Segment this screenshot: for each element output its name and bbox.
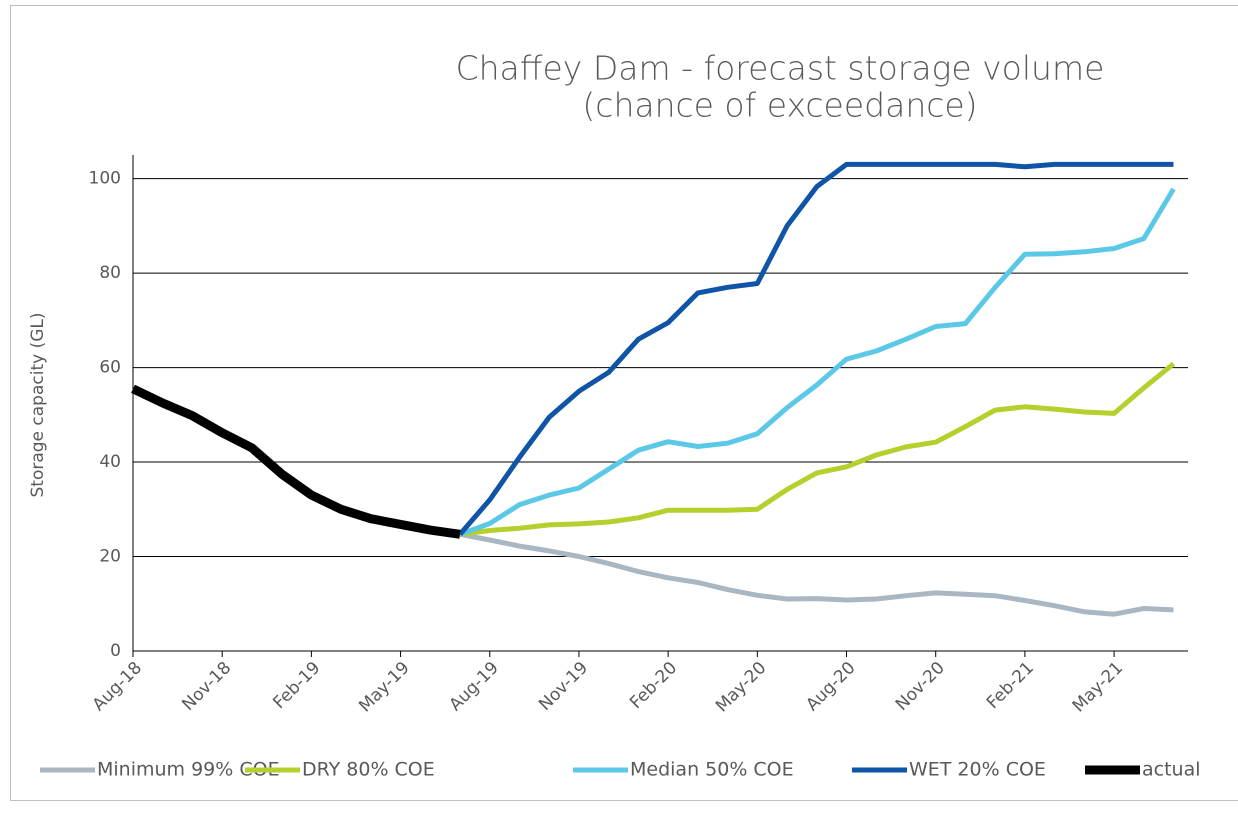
chart-title: (chance of exceedance) [582, 86, 977, 125]
x-tick-label: Feb-19 [269, 658, 324, 713]
x-tick-label: Feb-21 [983, 658, 1038, 713]
y-tick-label: 100 [89, 169, 121, 189]
x-tick-label: May-20 [712, 658, 770, 716]
series-line [459, 361, 1176, 537]
x-tick-label: Aug-20 [802, 658, 859, 715]
x-tick-label: May-21 [1069, 658, 1127, 716]
chart-frame [10, 5, 1238, 801]
y-tick-label: 40 [99, 452, 121, 472]
x-tick-label: Aug-19 [446, 658, 503, 715]
y-tick-label: 60 [99, 358, 121, 378]
y-tick-label: 80 [99, 263, 121, 283]
legend-label: DRY 80% COE [302, 759, 435, 781]
x-tick-label: Nov-20 [892, 658, 949, 715]
x-tick-label: Feb-20 [626, 658, 681, 713]
y-tick-label: 0 [110, 641, 121, 661]
legend-label: actual [1142, 759, 1201, 781]
legend-label: Minimum 99% COE [97, 759, 280, 781]
x-tick-label: Aug-18 [89, 658, 146, 715]
legend-label: Median 50% COE [630, 759, 794, 781]
series-line [458, 161, 1174, 536]
chart-title: Chaffey Dam - forecast storage volume [456, 49, 1105, 88]
series-line [459, 531, 1174, 617]
x-tick-label: Nov-18 [178, 658, 235, 715]
legend-label: WET 20% COE [909, 759, 1046, 781]
x-tick-label: May-19 [355, 658, 413, 716]
series-line [459, 187, 1176, 537]
y-tick-label: 20 [99, 547, 121, 567]
y-axis-label: Storage capacity (GL) [28, 313, 48, 498]
x-tick-label: Nov-19 [535, 658, 592, 715]
series-line [131, 384, 461, 539]
